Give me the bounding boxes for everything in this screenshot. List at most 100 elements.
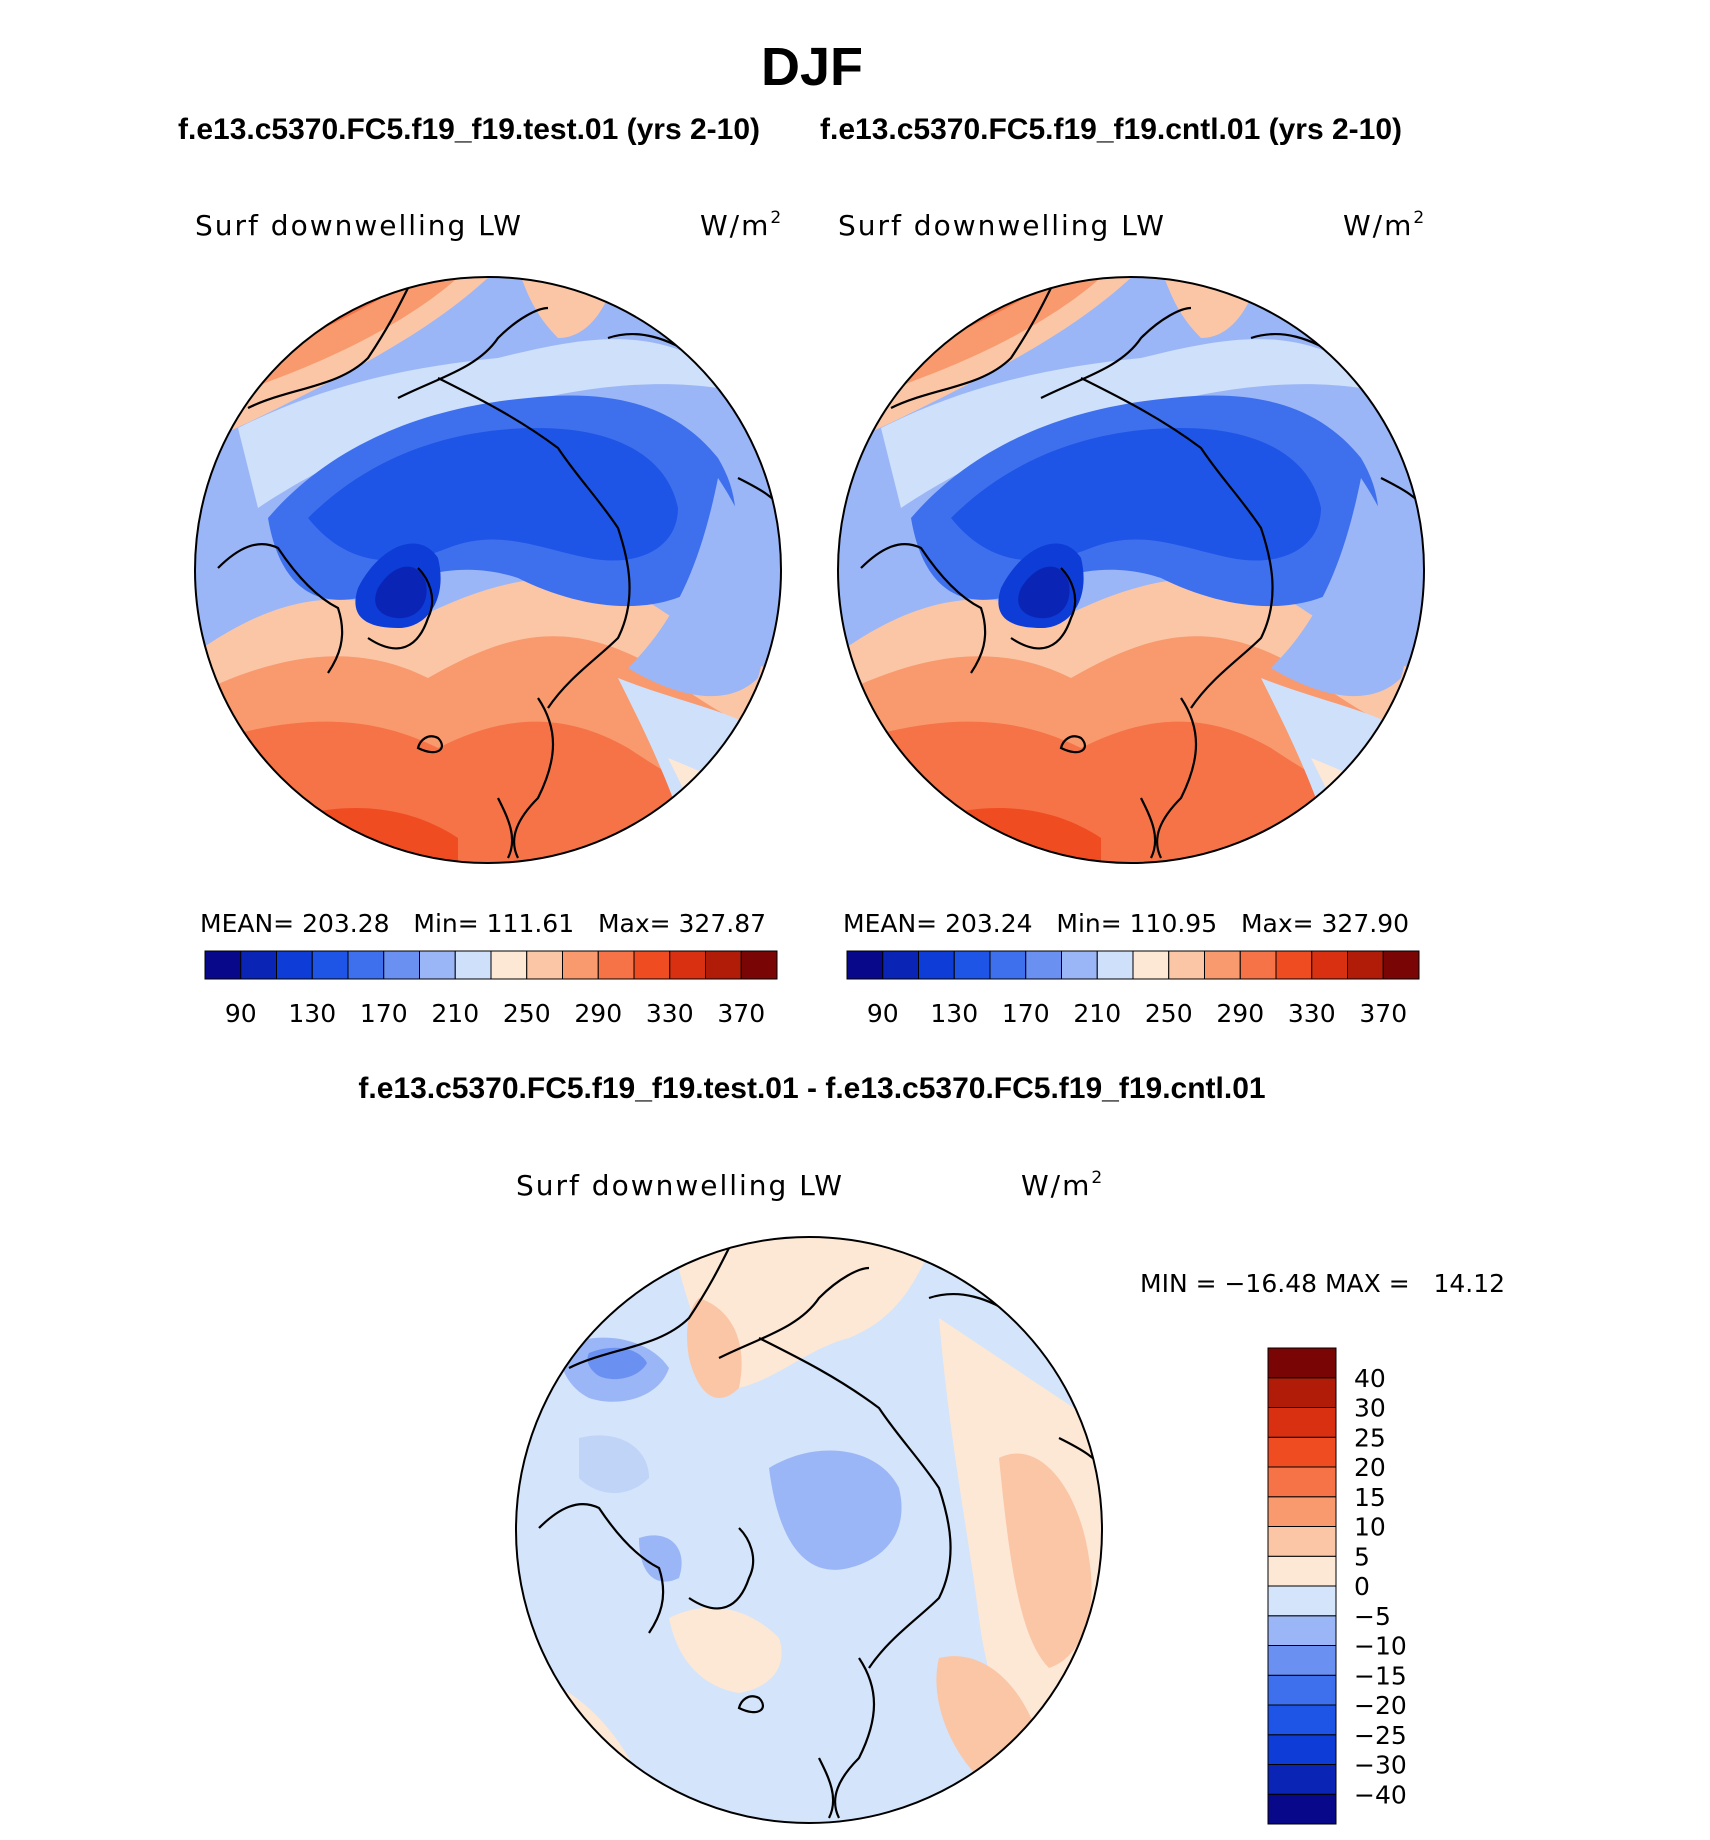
- colorbar-swatch: [1267, 1764, 1337, 1795]
- colorbar-tick-label: 250: [1145, 999, 1193, 1028]
- colorbar-swatch: [490, 950, 528, 980]
- colorbar-swatch: [1267, 1555, 1337, 1587]
- control-units-label: W/m2: [1343, 208, 1426, 242]
- colorbar-swatch: [240, 950, 277, 980]
- colorbar-swatch: [454, 950, 492, 980]
- colorbar-tick-label: 170: [360, 999, 408, 1028]
- colorbar-tick-label: 170: [1002, 999, 1050, 1028]
- colorbar-swatch: [1382, 950, 1420, 980]
- difference-title: f.e13.c5370.FC5.f19_f19.test.01 - f.e13.…: [358, 1072, 1265, 1105]
- colorbar-tick-label: 15: [1354, 1483, 1386, 1512]
- colorbar-tick-label: 130: [930, 999, 978, 1028]
- test-polar-map: [194, 276, 782, 864]
- control-case-title: f.e13.c5370.FC5.f19_f19.cntl.01 (yrs 2-1…: [820, 113, 1402, 146]
- colorbar-swatch: [1025, 950, 1062, 980]
- colorbar-swatch: [1267, 1793, 1337, 1825]
- colorbar-tick-label: −20: [1354, 1691, 1407, 1720]
- colorbar-swatch: [1347, 950, 1384, 980]
- colorbar-swatch: [1267, 1645, 1337, 1676]
- difference-variable-label: Surf downwelling LW: [516, 1169, 844, 1202]
- colorbar-tick-label: 330: [646, 999, 694, 1028]
- colorbar-swatch: [1267, 1704, 1337, 1736]
- colorbar-tick-label: 210: [431, 999, 479, 1028]
- colorbar-swatch: [1267, 1377, 1337, 1408]
- test-variable-label: Surf downwelling LW: [195, 209, 523, 242]
- colorbar-swatch: [669, 950, 706, 980]
- colorbar-swatch: [705, 950, 742, 980]
- colorbar-swatch: [1267, 1407, 1337, 1438]
- colorbar-tick-label: 290: [574, 999, 622, 1028]
- colorbar-tick-label: −30: [1354, 1751, 1407, 1780]
- control-variable-label: Surf downwelling LW: [838, 209, 1166, 242]
- colorbar-swatch: [1204, 950, 1241, 980]
- colorbar-swatch: [633, 950, 671, 980]
- colorbar-tick-label: 30: [1354, 1394, 1386, 1423]
- colorbar-tick-label: 370: [1359, 999, 1407, 1028]
- colorbar-tick-label: 0: [1354, 1572, 1370, 1601]
- colorbar-tick-label: 290: [1216, 999, 1264, 1028]
- difference-units-label: W/m2: [1021, 1168, 1104, 1202]
- season-title: DJF: [761, 37, 863, 97]
- colorbar-swatch: [1168, 950, 1205, 980]
- colorbar-swatch: [1267, 1526, 1337, 1557]
- colorbar-tick-label: 330: [1288, 999, 1336, 1028]
- test-units-label: W/m2: [700, 208, 783, 242]
- colorbar-tick-label: 10: [1354, 1513, 1386, 1542]
- colorbar-swatch: [562, 950, 599, 980]
- colorbar-swatch: [1267, 1466, 1337, 1498]
- test-stats: MEAN= 203.28 Min= 111.61 Max= 327.87: [200, 909, 766, 938]
- colorbar-swatch: [1311, 950, 1348, 980]
- colorbar-tick-label: 250: [503, 999, 551, 1028]
- colorbar-swatch: [846, 950, 884, 980]
- colorbar-tick-label: −5: [1354, 1602, 1391, 1631]
- colorbar-swatch: [1267, 1436, 1337, 1468]
- colorbar-swatch: [1061, 950, 1098, 980]
- colorbar-swatch: [1239, 950, 1277, 980]
- colorbar-tick-label: 370: [717, 999, 765, 1028]
- test-case-title: f.e13.c5370.FC5.f19_f19.test.01 (yrs 2-1…: [178, 113, 760, 146]
- colorbar-tick-label: 20: [1354, 1453, 1386, 1482]
- difference-polar-map: [515, 1236, 1103, 1824]
- colorbar-tick-label: 40: [1354, 1364, 1386, 1393]
- colorbar-swatch: [1096, 950, 1134, 980]
- colorbar-swatch: [1275, 950, 1313, 980]
- colorbar-swatch: [882, 950, 919, 980]
- colorbar-swatch: [918, 950, 955, 980]
- colorbar-swatch: [347, 950, 385, 980]
- colorbar-swatch: [597, 950, 635, 980]
- colorbar-swatch: [311, 950, 349, 980]
- colorbar-swatch: [1132, 950, 1170, 980]
- control-colorbar: 90 130 170 210 250 290 330 370: [846, 950, 1420, 1028]
- colorbar-swatch: [1267, 1347, 1337, 1379]
- test-panel: Surf downwelling LW W/m2: [194, 208, 783, 1028]
- difference-stats: MIN = −16.48 MAX = 14.12: [1140, 1269, 1505, 1298]
- colorbar-swatch: [953, 950, 991, 980]
- colorbar-tick-label: −10: [1354, 1632, 1407, 1661]
- colorbar-tick-label: −25: [1354, 1721, 1407, 1750]
- colorbar-tick-label: 130: [288, 999, 336, 1028]
- colorbar-swatch: [276, 950, 313, 980]
- colorbar-swatch: [740, 950, 778, 980]
- colorbar-tick-label: 90: [867, 999, 899, 1028]
- colorbar-swatch: [526, 950, 563, 980]
- control-polar-map: [837, 276, 1425, 864]
- colorbar-swatch: [204, 950, 242, 980]
- difference-panel: Surf downwelling LW W/m2: [515, 1168, 1505, 1825]
- colorbar-tick-label: 90: [225, 999, 257, 1028]
- colorbar-tick-label: −40: [1354, 1780, 1407, 1809]
- colorbar-swatch: [1267, 1674, 1337, 1706]
- colorbar-swatch: [383, 950, 420, 980]
- colorbar-swatch: [989, 950, 1027, 980]
- colorbar-swatch: [419, 950, 456, 980]
- colorbar-tick-label: 5: [1354, 1542, 1370, 1571]
- control-panel: Surf downwelling LW W/m2: [837, 208, 1426, 1028]
- colorbar-tick-label: 210: [1073, 999, 1121, 1028]
- colorbar-swatch: [1267, 1496, 1337, 1527]
- colorbar-swatch: [1267, 1615, 1337, 1646]
- control-stats: MEAN= 203.24 Min= 110.95 Max= 327.90: [843, 909, 1409, 938]
- test-colorbar: 90 130 170 210 250 290 330 370: [204, 950, 778, 1028]
- colorbar-tick-label: −15: [1354, 1661, 1407, 1690]
- colorbar-swatch: [1267, 1585, 1337, 1617]
